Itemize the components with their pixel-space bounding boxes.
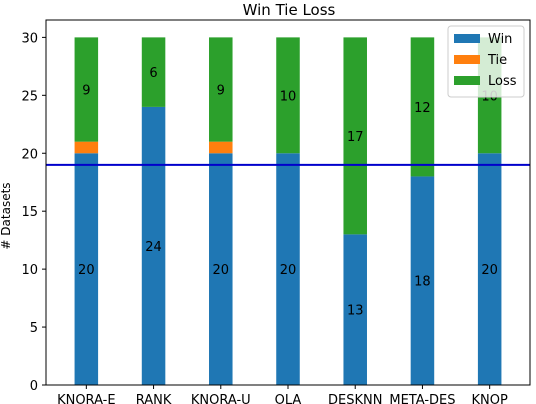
bar-win-knop [477, 153, 502, 385]
x-tick-label-meta-des: META-DES [389, 393, 455, 404]
bar-loss-knora-e [74, 37, 99, 142]
y-tick-label: 15 [21, 205, 38, 220]
bar-label-win-meta-des: 18 [414, 275, 431, 290]
y-tick-label: 0 [30, 379, 38, 394]
legend-swatch-tie [454, 55, 480, 64]
bar-label-loss-knora-e: 9 [82, 84, 90, 99]
x-tick-label-rank: RANK [136, 393, 172, 404]
bar-win-meta-des [410, 176, 435, 385]
bar-labels-group: 2092462092010131718122010 [78, 66, 498, 319]
bar-tie-knora-e [74, 141, 99, 154]
bar-loss-ola [276, 37, 300, 154]
bar-win-ola [276, 153, 300, 385]
bar-label-win-knora-u: 20 [213, 263, 230, 278]
legend-label-tie: Tie [487, 53, 507, 68]
y-tick-label: 10 [21, 263, 38, 278]
bar-tie-knora-u [209, 141, 233, 154]
bar-label-loss-desknn: 17 [347, 130, 364, 145]
bar-loss-knora-u [209, 37, 233, 142]
x-tick-label-knop: KNOP [472, 393, 508, 404]
legend-label-loss: Loss [488, 74, 517, 89]
bar-loss-desknn [343, 37, 367, 235]
bar-label-win-desknn: 13 [347, 304, 364, 319]
bar-label-win-knop: 20 [481, 263, 498, 278]
y-tick-label: 20 [21, 147, 38, 162]
bar-win-knora-u [209, 153, 233, 385]
bar-win-rank [141, 106, 166, 386]
y-tick-label: 5 [30, 321, 38, 336]
x-tick-label-knora-u: KNORA-U [191, 393, 251, 404]
x-tick-label-ola: OLA [275, 393, 302, 404]
x-tick-label-knora-e: KNORA-E [57, 393, 116, 404]
bar-label-win-rank: 24 [145, 240, 162, 255]
axes-group: 0 5 10 15 20 25 30 KNORA-E RANK KNORA-U OLA DESKNN M… [21, 19, 531, 404]
bar-win-desknn [343, 234, 367, 385]
bar-label-loss-rank: 6 [149, 66, 157, 81]
x-tick-label-desknn: DESKNN [328, 393, 382, 404]
y-tick-label: 30 [21, 31, 38, 46]
legend-swatch-win [454, 34, 480, 43]
bar-loss-rank [141, 37, 166, 107]
bar-label-loss-ola: 10 [280, 89, 297, 104]
bar-label-win-ola: 20 [280, 263, 297, 278]
bar-loss-meta-des [410, 37, 435, 177]
bar-label-loss-meta-des: 12 [414, 101, 431, 116]
chart-title: Win Tie Loss [243, 1, 336, 19]
bar-win-knora-e [74, 153, 99, 385]
bar-label-win-knora-e: 20 [78, 263, 95, 278]
bar-label-loss-knora-u: 9 [217, 84, 225, 99]
y-tick-label: 25 [21, 89, 38, 104]
legend: Win Tie Loss [447, 25, 525, 98]
legend-label-win: Win [488, 32, 512, 47]
y-axis-label: # Datasets [0, 182, 13, 249]
legend-swatch-loss [454, 76, 480, 85]
